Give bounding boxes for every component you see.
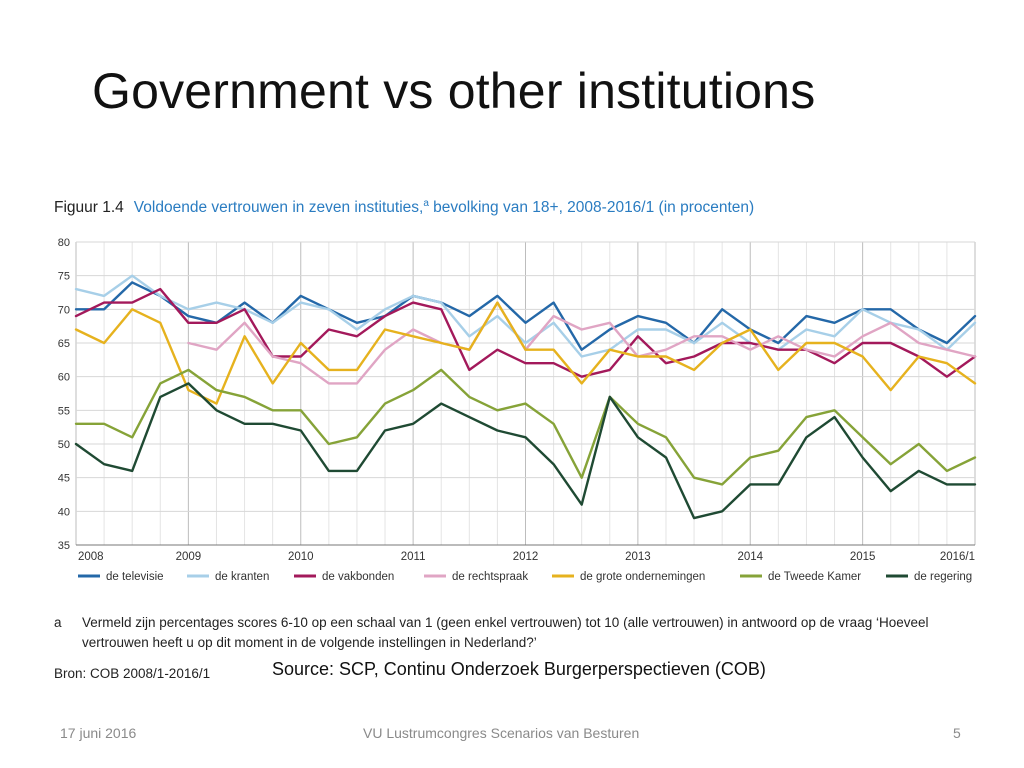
y-tick-label: 45	[58, 473, 70, 485]
figure-title-rest: bevolking van 18+, 2008-2016/1 (in proce…	[428, 199, 755, 217]
slide-source: Source: SCP, Continu Onderzoek Burgerper…	[272, 659, 766, 679]
x-tick-label: 2014	[737, 551, 763, 563]
y-tick-label: 80	[58, 237, 70, 249]
x-tick-label: 2011	[401, 551, 426, 563]
y-tick-label: 50	[58, 439, 70, 451]
x-tick-label: 2009	[176, 551, 202, 563]
legend-label-de-rechtspraak: de rechtspraak	[452, 571, 528, 583]
x-tick-label: 2016/1	[940, 551, 975, 563]
y-tick-label: 65	[58, 338, 70, 350]
series-line-de-regering	[74, 382, 977, 520]
y-tick-label: 35	[58, 540, 70, 552]
y-tick-label: 70	[58, 304, 70, 316]
figure-title-superscript: a	[423, 198, 429, 209]
line-chart: 80 75 70 65 60 55 50 45 40 35 2008 2009 2010 2011 2012…	[58, 237, 977, 583]
series-line-de-kranten	[74, 274, 977, 358]
figure-title: Voldoende vertrouwen in zeven institutie…	[133, 199, 424, 217]
page-number: 5	[953, 725, 961, 741]
series-line-de-televisie	[74, 281, 977, 351]
series-line-de-rechtspraak	[187, 301, 977, 385]
y-tick-label: 60	[58, 372, 70, 384]
legend-label-de-regering: de regering	[914, 571, 972, 583]
footnote-text: Vermeld zijn percentages scores 6-10 op …	[82, 615, 929, 650]
legend-label-de-kranten: de kranten	[215, 571, 269, 583]
y-tick-label: 55	[58, 405, 70, 417]
figure-caption: Figuur 1.4 Voldoende vertrouwen in zeven …	[54, 198, 754, 217]
y-tick-label: 40	[58, 506, 70, 518]
legend-label-de-vakbonden: de vakbonden	[322, 571, 394, 583]
figure-source: Bron: COB 2008/1-2016/1	[54, 666, 211, 681]
footer-date: 17 juni 2016	[60, 725, 137, 741]
legend-label-de-televisie: de televisie	[106, 571, 164, 583]
x-tick-label: 2015	[850, 551, 876, 563]
legend-label-de-tweede-kamer: de Tweede Kamer	[768, 571, 861, 583]
x-tick-label: 2013	[625, 551, 651, 563]
series-line-de-vakbonden	[74, 287, 977, 378]
x-tick-label: 2008	[78, 551, 104, 563]
footnote-marker: a	[54, 615, 62, 630]
y-tick-label: 75	[58, 271, 70, 283]
figure: Figuur 1.4 Voldoende vertrouwen in zeven …	[44, 190, 994, 690]
x-tick-label: 2010	[288, 551, 314, 563]
series-line-de-tweede-kamer	[74, 368, 977, 486]
footer-conference: VU Lustrumcongres Scenarios van Besturen	[363, 725, 640, 741]
figure-label: Figuur 1.4	[54, 199, 124, 217]
legend-label-de-grote-ondernemingen: de grote ondernemingen	[580, 571, 705, 583]
slide-title: Government vs other institutions	[92, 63, 816, 119]
series-line-de-grote-ondernemingen	[74, 301, 977, 405]
x-tick-label: 2012	[513, 551, 539, 563]
